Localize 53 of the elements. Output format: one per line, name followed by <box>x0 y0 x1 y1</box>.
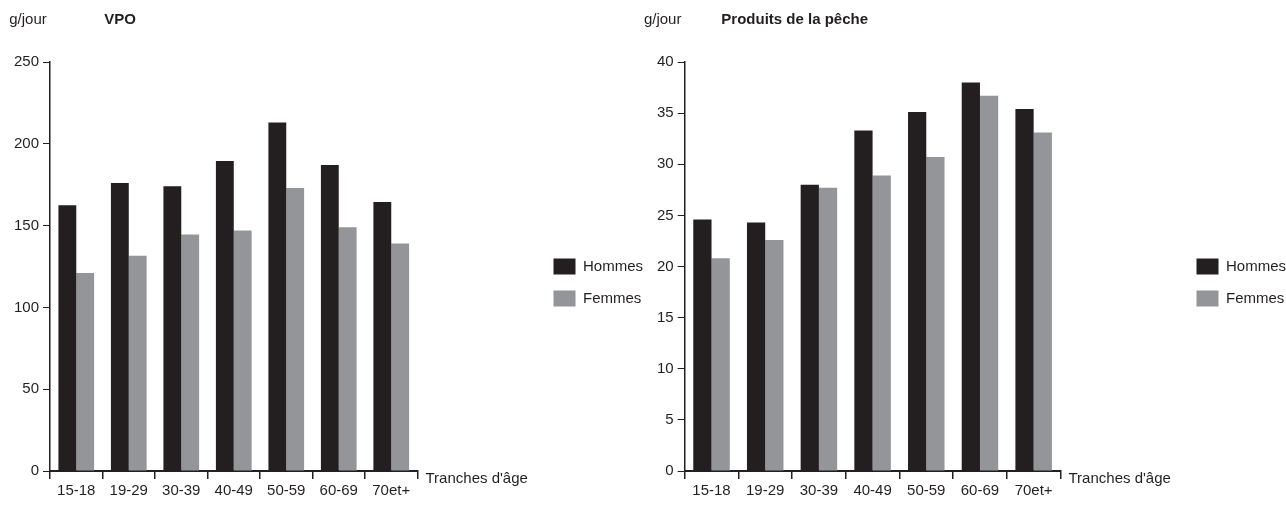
y-tick-label: 200 <box>14 133 40 151</box>
legend-label: Femmes <box>1226 288 1285 306</box>
bar <box>711 258 730 471</box>
bar <box>76 273 95 471</box>
y-tick-label: 30 <box>657 154 674 172</box>
y-tick-label: 25 <box>657 205 674 223</box>
bar <box>926 157 945 471</box>
x-tick-label: 40-49 <box>214 481 253 499</box>
bar <box>233 230 252 471</box>
bar <box>286 187 305 471</box>
x-tick-label: 70et+ <box>1014 481 1053 499</box>
y-tick-label: 50 <box>22 379 40 397</box>
y-tick-label: 20 <box>657 256 674 274</box>
x-tick-label: 19-29 <box>109 481 148 499</box>
x-tick-label: 70et+ <box>372 481 411 499</box>
y-tick-label: 35 <box>657 103 674 121</box>
x-tick-label: 60-69 <box>960 481 1000 499</box>
bar <box>181 234 200 471</box>
legend-label: Femmes <box>583 288 642 306</box>
x-tick-label: 40-49 <box>853 481 892 499</box>
x-tick-label: 19-29 <box>746 481 785 499</box>
y-tick-label: 40 <box>657 52 674 70</box>
y-axis-title: g/jour <box>9 10 47 27</box>
y-tick-label: 250 <box>14 52 40 70</box>
y-tick-label: 100 <box>14 297 40 315</box>
bar <box>128 255 147 471</box>
x-axis-title: Tranches d'âge <box>425 469 528 486</box>
bar <box>1033 132 1052 471</box>
bar <box>818 187 838 471</box>
bar <box>872 175 891 471</box>
x-axis-title: Tranches d'âge <box>1068 469 1171 486</box>
bar <box>391 243 410 471</box>
legend-label: Hommes <box>1226 256 1286 274</box>
chart-title: Produits de la pêche <box>721 10 869 27</box>
x-tick-label: 50-59 <box>267 481 306 499</box>
y-tick-label: 15 <box>657 307 674 325</box>
x-tick-label: 15-18 <box>692 481 731 499</box>
bar <box>338 227 357 471</box>
y-tick-label: 0 <box>30 461 40 479</box>
y-tick-label: 5 <box>665 410 674 428</box>
y-tick-label: 150 <box>14 215 40 233</box>
y-tick-label: 0 <box>665 461 674 479</box>
legend-label: Hommes <box>583 256 644 274</box>
x-tick-label: 50-59 <box>907 481 946 499</box>
y-axis-title: g/jour <box>643 10 682 27</box>
x-tick-label: 15-18 <box>57 481 96 499</box>
y-tick-label: 10 <box>657 358 674 376</box>
bar <box>979 95 999 471</box>
x-tick-label: 30-39 <box>162 481 201 499</box>
x-tick-label: 60-69 <box>319 481 358 499</box>
bar <box>765 239 784 471</box>
chart-title: VPO <box>104 10 137 27</box>
x-tick-label: 30-39 <box>799 481 839 499</box>
